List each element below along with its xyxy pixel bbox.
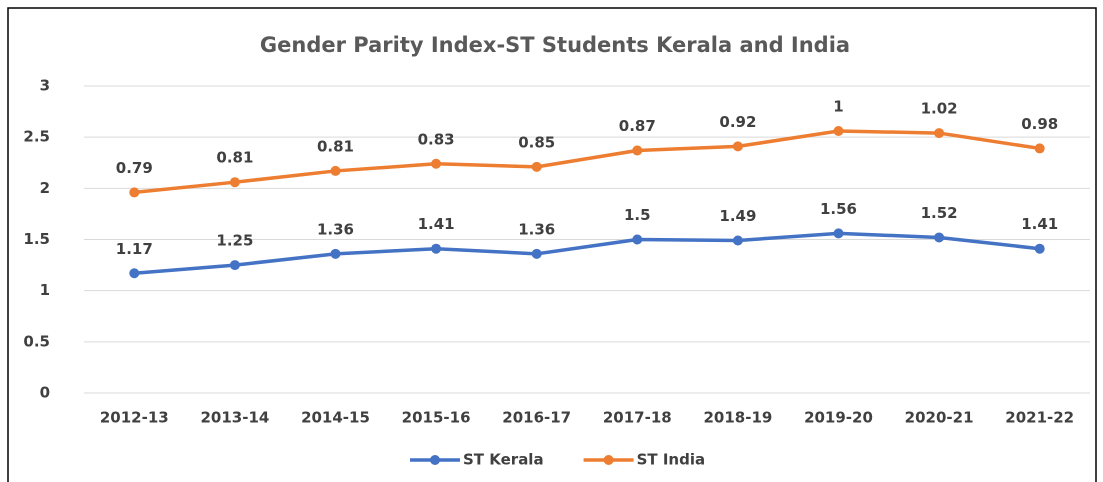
data-point [431,243,442,254]
data-point [531,248,542,259]
x-tick-label: 2018-19 [703,409,772,427]
data-label: 1.25 [216,232,253,250]
x-tick-label: 2013-14 [200,409,269,427]
y-tick-label: 0.5 [23,332,50,350]
data-point [129,187,140,198]
data-label: 1.36 [518,220,555,238]
y-tick-label: 1.5 [23,230,50,248]
data-label: 1.41 [1021,215,1058,233]
data-label: 1.02 [921,100,958,118]
data-label: 1.52 [921,204,958,222]
data-label: 1.5 [624,206,651,224]
x-tick-label: 2017-18 [603,409,672,427]
data-label: 0.92 [719,113,756,131]
data-label: 1.17 [116,240,153,258]
data-point [330,248,341,259]
legend-marker [430,455,440,465]
y-tick-label: 0 [40,384,50,402]
data-point [431,158,442,169]
chart-border [7,7,1097,482]
data-point [934,232,945,243]
data-label: 0.98 [1021,115,1058,133]
x-tick-label: 2012-13 [100,409,169,427]
y-tick-label: 3 [40,77,50,95]
x-tick-label: 2021-22 [1005,409,1074,427]
data-label: 0.79 [116,159,153,177]
data-label: 1.56 [820,200,857,218]
x-tick-label: 2014-15 [301,409,370,427]
data-point [229,177,240,188]
data-label: 1 [833,98,843,116]
legend-marker [603,455,614,465]
data-label: 0.87 [619,117,656,135]
data-point [732,235,743,246]
data-label: 0.81 [216,149,253,167]
data-point [1034,143,1045,154]
series-line [134,129,1040,195]
y-tick-label: 2 [40,179,50,197]
data-point [934,128,945,139]
x-tick-label: 2016-17 [502,409,571,427]
data-point [531,161,542,172]
x-tick-label: 2020-21 [905,409,974,427]
data-point [833,228,844,239]
data-point [229,260,240,271]
legend-label: ST India [637,451,706,469]
data-point [1034,243,1045,254]
data-label: 0.85 [518,133,555,151]
data-point [632,145,643,156]
data-point [330,165,341,176]
x-tick-label: 2015-16 [402,409,471,427]
data-point [129,268,140,279]
data-label: 1.41 [418,215,455,233]
data-point [732,141,743,152]
legend-label: ST Kerala [463,451,544,469]
y-tick-label: 2.5 [23,128,50,146]
data-point [632,234,643,245]
chart-title: Gender Parity Index-ST Students Kerala a… [260,33,850,57]
series-line [134,231,1040,276]
data-label: 1.36 [317,220,354,238]
data-label: 0.81 [317,137,354,155]
y-tick-label: 1 [40,281,50,299]
data-label: 1.49 [719,207,756,225]
x-tick-label: 2019-20 [804,409,873,427]
data-label: 0.83 [418,130,455,148]
data-point [833,126,844,137]
